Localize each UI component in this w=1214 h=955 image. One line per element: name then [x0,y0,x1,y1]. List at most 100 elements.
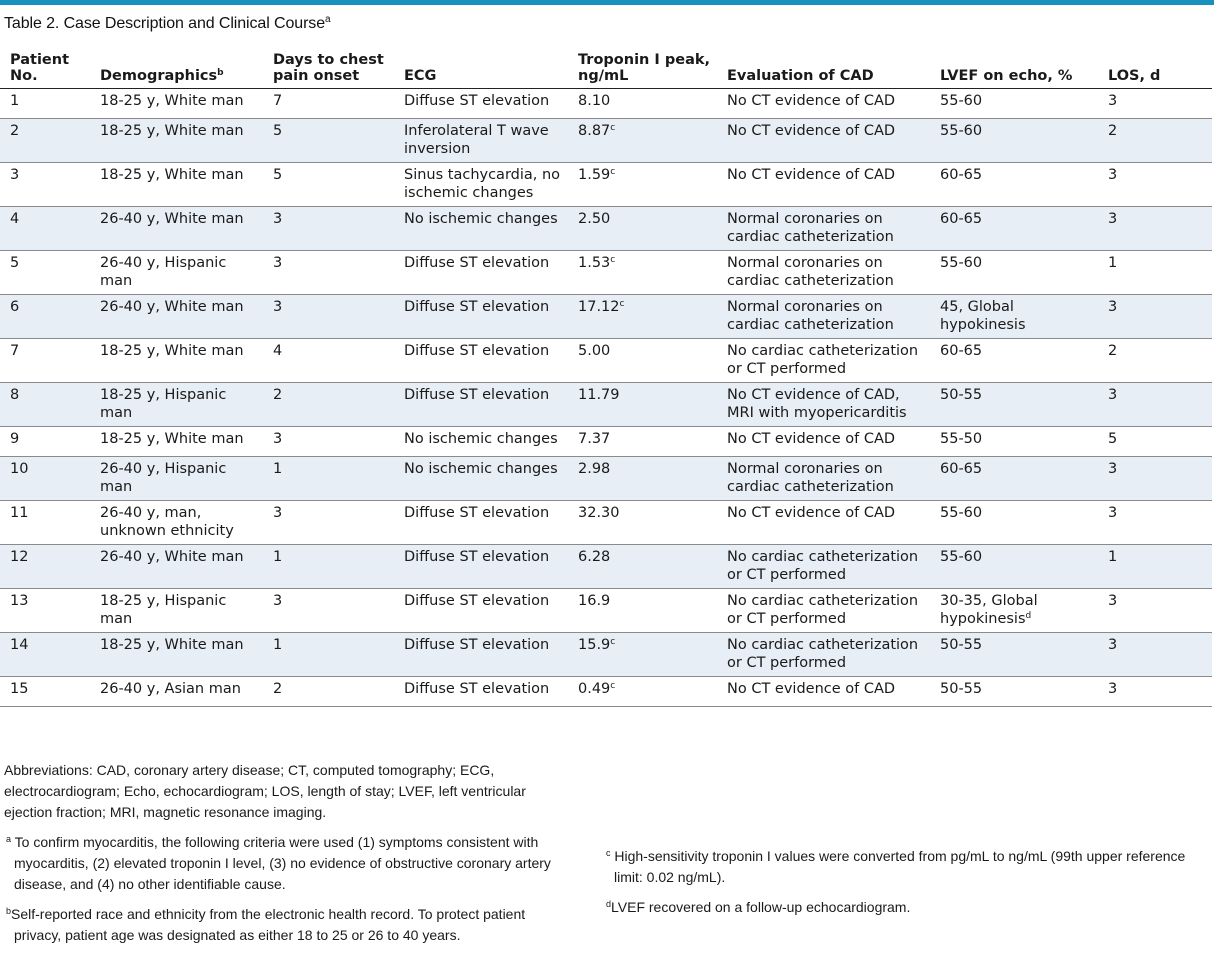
demographics-cell: 18-25 y, White man [90,338,263,383]
lvef-cell: 60-65 [930,456,1098,501]
troponin-cell: 8.10 [568,88,717,119]
lvef-cell: 60-65 [930,338,1098,383]
table-row: 9 18-25 y, White man 3 No ischemic changes 7… [0,426,1212,457]
table-row: 14 18-25 y, White man 1 Diffuse ST elevatio… [0,632,1212,677]
cad-evaluation-cell: No CT evidence of CAD [717,500,930,545]
column-header: ECG [394,48,568,89]
column-header: Evaluation of CAD [717,48,930,89]
cad-evaluation-cell: Normal coronaries on cardiac catheteriza… [717,294,930,339]
table-row: 7 18-25 y, White man 4 Diffuse ST elevation… [0,338,1212,383]
ecg-cell: Diffuse ST elevation [394,544,568,589]
footnote-a: a To confirm myocarditis, the following … [6,834,551,892]
table-row: 13 18-25 y, Hispanic man 3 Diffuse ST eleva… [0,588,1212,633]
footnotes-right: c High-sensitivity troponin I values wer… [604,846,1204,927]
los-cell: 3 [1098,500,1212,545]
cad-evaluation-cell: No CT evidence of CAD [717,118,930,163]
demographics-cell: 18-25 y, White man [90,632,263,677]
patient-number-cell: 13 [0,588,90,633]
days-to-onset-cell: 3 [263,500,394,545]
table-row: 3 18-25 y, White man 5 Sinus tachycardia, n… [0,162,1212,207]
footnotes-left: Abbreviations: CAD, coronary artery dise… [4,760,576,955]
table-row: 15 26-40 y, Asian man 2 Diffuse ST elevatio… [0,676,1212,707]
cad-evaluation-cell: No cardiac catheterization or CT perform… [717,632,930,677]
ecg-cell: Diffuse ST elevation [394,632,568,677]
los-cell: 3 [1098,88,1212,119]
los-cell: 3 [1098,294,1212,339]
troponin-cell: 7.37 [568,426,717,457]
days-to-onset-cell: 1 [263,544,394,589]
case-table: Patient No. Demographicsb Days to chest pain… [0,48,1212,707]
lvef-cell: 50-55 [930,382,1098,427]
table-row: 6 26-40 y, White man 3 Diffuse ST elevation… [0,294,1212,339]
ecg-cell: Diffuse ST elevation [394,588,568,633]
demographics-cell: 18-25 y, White man [90,88,263,119]
days-to-onset-cell: 1 [263,632,394,677]
troponin-cell: 15.9c [568,632,717,677]
table-row: 1 18-25 y, White man 7 Diffuse ST elevation… [0,88,1212,119]
days-to-onset-cell: 5 [263,162,394,207]
troponin-cell: 2.50 [568,206,717,251]
patient-number-cell: 12 [0,544,90,589]
troponin-cell: 32.30 [568,500,717,545]
demographics-cell: 26-40 y, Hispanic man [90,250,263,295]
demographics-cell: 26-40 y, White man [90,544,263,589]
ecg-cell: Diffuse ST elevation [394,88,568,119]
los-cell: 3 [1098,676,1212,707]
cad-evaluation-cell: No CT evidence of CAD [717,426,930,457]
days-to-onset-cell: 7 [263,88,394,119]
abbreviations-note: Abbreviations: CAD, coronary artery dise… [4,762,526,820]
patient-number-cell: 2 [0,118,90,163]
demographics-cell: 26-40 y, White man [90,206,263,251]
lvef-cell: 55-60 [930,250,1098,295]
column-header: Patient No. [0,48,90,89]
patient-number-cell: 5 [0,250,90,295]
demographics-cell: 18-25 y, White man [90,162,263,207]
cad-evaluation-cell: Normal coronaries on cardiac catheteriza… [717,456,930,501]
patient-number-cell: 4 [0,206,90,251]
patient-number-cell: 15 [0,676,90,707]
troponin-cell: 5.00 [568,338,717,383]
ecg-cell: Diffuse ST elevation [394,338,568,383]
patient-number-cell: 9 [0,426,90,457]
cad-evaluation-cell: Normal coronaries on cardiac catheteriza… [717,250,930,295]
ecg-cell: Inferolateral T wave inversion [394,118,568,163]
ecg-cell: Diffuse ST elevation [394,500,568,545]
lvef-cell: 60-65 [930,162,1098,207]
lvef-cell: 30-35, Global hypokinesisd [930,588,1098,633]
los-cell: 2 [1098,118,1212,163]
los-cell: 3 [1098,162,1212,207]
patient-number-cell: 10 [0,456,90,501]
days-to-onset-cell: 3 [263,426,394,457]
days-to-onset-cell: 3 [263,250,394,295]
troponin-cell: 17.12c [568,294,717,339]
days-to-onset-cell: 2 [263,382,394,427]
days-to-onset-cell: 3 [263,294,394,339]
patient-number-cell: 11 [0,500,90,545]
patient-number-cell: 8 [0,382,90,427]
ecg-cell: Diffuse ST elevation [394,676,568,707]
table-row: 11 26-40 y, man, unknown ethnicity 3 Diffus… [0,500,1212,545]
demographics-cell: 18-25 y, White man [90,426,263,457]
ecg-cell: Diffuse ST elevation [394,294,568,339]
demographics-cell: 26-40 y, Asian man [90,676,263,707]
demographics-cell: 18-25 y, Hispanic man [90,382,263,427]
demographics-cell: 26-40 y, man, unknown ethnicity [90,500,263,545]
troponin-cell: 0.49c [568,676,717,707]
days-to-onset-cell: 4 [263,338,394,383]
table-row: 4 26-40 y, White man 3 No ischemic changes 2… [0,206,1212,251]
los-cell: 1 [1098,544,1212,589]
cad-evaluation-cell: Normal coronaries on cardiac catheteriza… [717,206,930,251]
table-row: 5 26-40 y, Hispanic man 3 Diffuse ST elevat… [0,250,1212,295]
cad-evaluation-cell: No CT evidence of CAD [717,162,930,207]
cad-evaluation-cell: No CT evidence of CAD, MRI with myoperic… [717,382,930,427]
lvef-cell: 55-60 [930,544,1098,589]
column-header: Troponin I peak, ng/mL [568,48,717,89]
los-cell: 1 [1098,250,1212,295]
patient-number-cell: 1 [0,88,90,119]
cad-evaluation-cell: No cardiac catheterization or CT perform… [717,544,930,589]
troponin-cell: 6.28 [568,544,717,589]
header-row: Patient No. Demographicsb Days to chest pain… [0,48,1212,89]
ecg-cell: Diffuse ST elevation [394,382,568,427]
table-row: 2 18-25 y, White man 5 Inferolateral T wave… [0,118,1212,163]
